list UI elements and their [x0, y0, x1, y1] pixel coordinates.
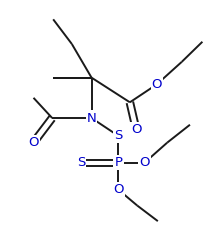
Text: O: O [131, 123, 141, 136]
Text: N: N [87, 111, 96, 125]
Text: O: O [28, 136, 39, 149]
Text: P: P [114, 156, 122, 169]
Text: S: S [114, 129, 123, 143]
Text: S: S [77, 156, 85, 169]
Text: O: O [113, 183, 124, 196]
Text: O: O [152, 78, 162, 91]
Text: O: O [139, 156, 150, 169]
